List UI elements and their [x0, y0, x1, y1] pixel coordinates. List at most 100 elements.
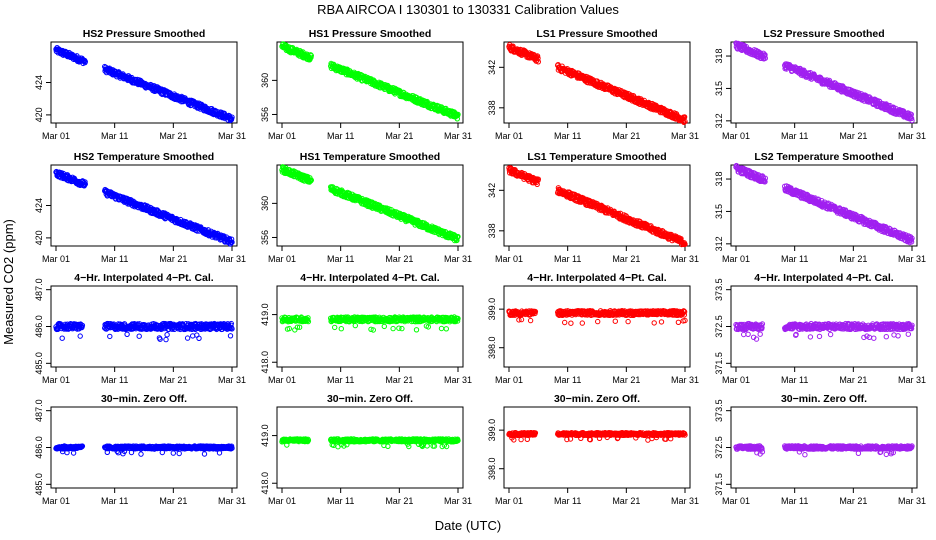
- y-tick-label: 342: [487, 183, 497, 198]
- data-point: [227, 333, 234, 339]
- y-tick-label: 420: [34, 107, 44, 122]
- data-point: [675, 319, 682, 325]
- data-point: [82, 58, 89, 65]
- x-tick-label: Mar 21: [612, 131, 640, 141]
- data-point: [595, 318, 601, 325]
- x-tick-label: Mar 21: [159, 375, 187, 385]
- data-point: [292, 327, 298, 333]
- data-points: [733, 162, 915, 246]
- data-point: [579, 320, 585, 326]
- x-tick-label: Mar 11: [101, 254, 128, 264]
- y-tick-label: 318: [714, 49, 724, 64]
- y-tick-label: 424: [34, 198, 44, 213]
- x-tick-label: Mar 01: [268, 131, 296, 141]
- y-tick-label: 360: [260, 73, 270, 88]
- data-point: [909, 117, 915, 124]
- y-tick-label: 315: [714, 204, 724, 219]
- x-tick-label: Mar 21: [385, 375, 413, 385]
- plot-frame: [276, 41, 464, 124]
- data-point: [762, 55, 768, 61]
- data-points: [53, 45, 235, 124]
- x-tick-label: Mar 21: [159, 131, 187, 141]
- y-tick-label: 419.0: [260, 303, 270, 326]
- panel-10: 4−Hr. Interpolated 4−Pt. Cal.Mar 01 Mar 1…: [260, 272, 472, 385]
- data-point: [527, 317, 534, 324]
- data-point: [568, 320, 574, 326]
- x-tick-label: Mar 11: [554, 375, 581, 385]
- data-points: [506, 165, 688, 248]
- data-point: [682, 118, 688, 125]
- data-point: [413, 327, 420, 333]
- x-tick-label: Mar 01: [722, 254, 750, 264]
- data-point: [856, 90, 862, 96]
- x-tick-label: Mar 11: [554, 254, 581, 264]
- panel-title: 4−Hr. Interpolated 4−Pt. Cal.: [527, 272, 667, 284]
- data-points: [53, 320, 235, 343]
- data-point: [107, 333, 113, 340]
- data-point: [741, 331, 747, 338]
- panel-11: 4−Hr. Interpolated 4−Pt. Cal. Mar 01 Mar 1…: [487, 272, 699, 385]
- x-tick-label: Mar 21: [839, 375, 867, 385]
- x-tick-label: Mar 31: [671, 375, 699, 385]
- y-axis-label: Measured CO2 (ppm): [1, 219, 16, 345]
- data-point: [338, 326, 344, 332]
- data-point: [352, 322, 358, 329]
- data-point: [124, 331, 130, 337]
- data-point: [381, 323, 387, 330]
- data-point: [164, 332, 170, 338]
- plot-frame: [276, 285, 464, 368]
- panel-title: LS2 Pressure Smoothed: [763, 28, 884, 40]
- x-tick-label: Mar 31: [898, 131, 926, 141]
- data-point: [163, 336, 169, 343]
- data-points: [279, 164, 461, 244]
- x-tick-label: Mar 01: [722, 375, 750, 385]
- data-point: [455, 111, 461, 118]
- x-tick-label: Mar 31: [444, 131, 472, 141]
- data-point: [399, 325, 405, 332]
- x-tick-label: Mar 11: [781, 254, 808, 264]
- data-point: [535, 55, 541, 61]
- x-tick-label: Mar 11: [327, 254, 354, 264]
- x-tick-label: Mar 31: [898, 254, 926, 264]
- panel-12: 4−Hr. Interpolated 4−Pt. Cal.Mar 01 Mar 1…: [714, 272, 926, 385]
- x-tick-label: Mar 31: [671, 131, 699, 141]
- x-tick-label: Mar 21: [612, 375, 640, 385]
- y-tick-label: 486.0: [34, 315, 44, 338]
- figure-title: RBA AIRCOA I 130301 to 130331 Calibratio…: [317, 2, 619, 17]
- data-point: [196, 335, 202, 341]
- plot-frame: [503, 285, 691, 368]
- panel-9: 4−Hr. Interpolated 4−Pt. Cal.Mar 01 Mar 1…: [34, 272, 246, 385]
- x-tick-label: Mar 11: [781, 131, 808, 141]
- panel-title: HS2 Temperature Smoothed: [74, 151, 214, 163]
- y-tick-label: 312: [714, 236, 724, 251]
- data-point: [745, 331, 751, 337]
- panel-title: 4−Hr. Interpolated 4−Pt. Cal.: [74, 272, 214, 284]
- data-point: [908, 115, 915, 122]
- x-tick-label: Mar 21: [839, 131, 867, 141]
- x-tick-label: Mar 11: [101, 375, 128, 385]
- panel-title: HS1 Pressure Smoothed: [309, 28, 432, 40]
- x-axis-label: Date (UTC): [435, 518, 501, 533]
- data-points: [733, 40, 915, 124]
- y-tick-label: 360: [260, 196, 270, 211]
- x-tick-label: Mar 31: [218, 131, 246, 141]
- y-tick-label: 315: [714, 81, 724, 96]
- y-tick-label: 338: [487, 100, 497, 115]
- data-point: [136, 333, 142, 339]
- data-points: [279, 41, 461, 122]
- x-tick-label: Mar 01: [495, 375, 523, 385]
- y-tick-label: 371.5: [714, 352, 724, 375]
- data-points: [506, 42, 688, 126]
- x-tick-label: Mar 31: [898, 375, 926, 385]
- y-tick-label: 420: [34, 230, 44, 245]
- x-tick-label: Mar 21: [839, 254, 867, 264]
- data-point: [534, 53, 541, 59]
- data-point: [625, 318, 631, 325]
- data-point: [651, 320, 657, 326]
- data-point: [59, 335, 65, 341]
